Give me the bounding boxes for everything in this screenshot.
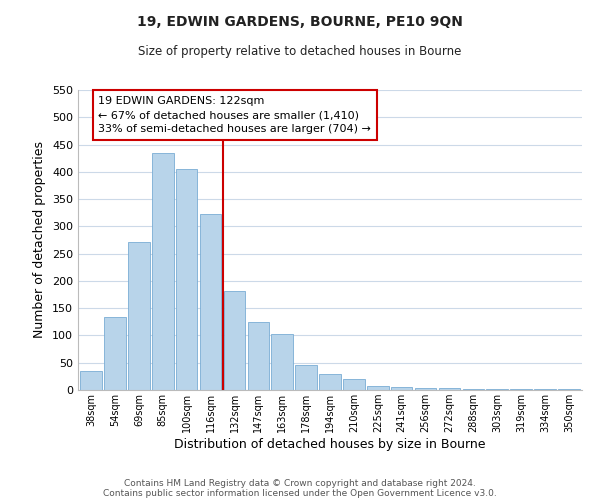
Bar <box>152 152 173 390</box>
Text: Contains HM Land Registry data © Crown copyright and database right 2024.: Contains HM Land Registry data © Crown c… <box>124 478 476 488</box>
Bar <box>391 388 412 390</box>
Text: 19 EDWIN GARDENS: 122sqm
← 67% of detached houses are smaller (1,410)
33% of sem: 19 EDWIN GARDENS: 122sqm ← 67% of detach… <box>98 96 371 134</box>
Bar <box>271 334 293 390</box>
Y-axis label: Number of detached properties: Number of detached properties <box>34 142 46 338</box>
Bar <box>176 169 197 390</box>
Bar <box>295 366 317 390</box>
Bar <box>128 242 149 390</box>
Bar <box>367 386 389 390</box>
Bar <box>463 389 484 390</box>
Bar <box>80 371 102 390</box>
Bar <box>319 374 341 390</box>
Bar <box>415 388 436 390</box>
X-axis label: Distribution of detached houses by size in Bourne: Distribution of detached houses by size … <box>174 438 486 451</box>
Text: Size of property relative to detached houses in Bourne: Size of property relative to detached ho… <box>139 45 461 58</box>
Bar <box>343 379 365 390</box>
Bar <box>224 292 245 390</box>
Text: 19, EDWIN GARDENS, BOURNE, PE10 9QN: 19, EDWIN GARDENS, BOURNE, PE10 9QN <box>137 15 463 29</box>
Bar <box>248 322 269 390</box>
Bar <box>104 318 126 390</box>
Text: Contains public sector information licensed under the Open Government Licence v3: Contains public sector information licen… <box>103 488 497 498</box>
Bar <box>439 388 460 390</box>
Bar <box>200 214 221 390</box>
